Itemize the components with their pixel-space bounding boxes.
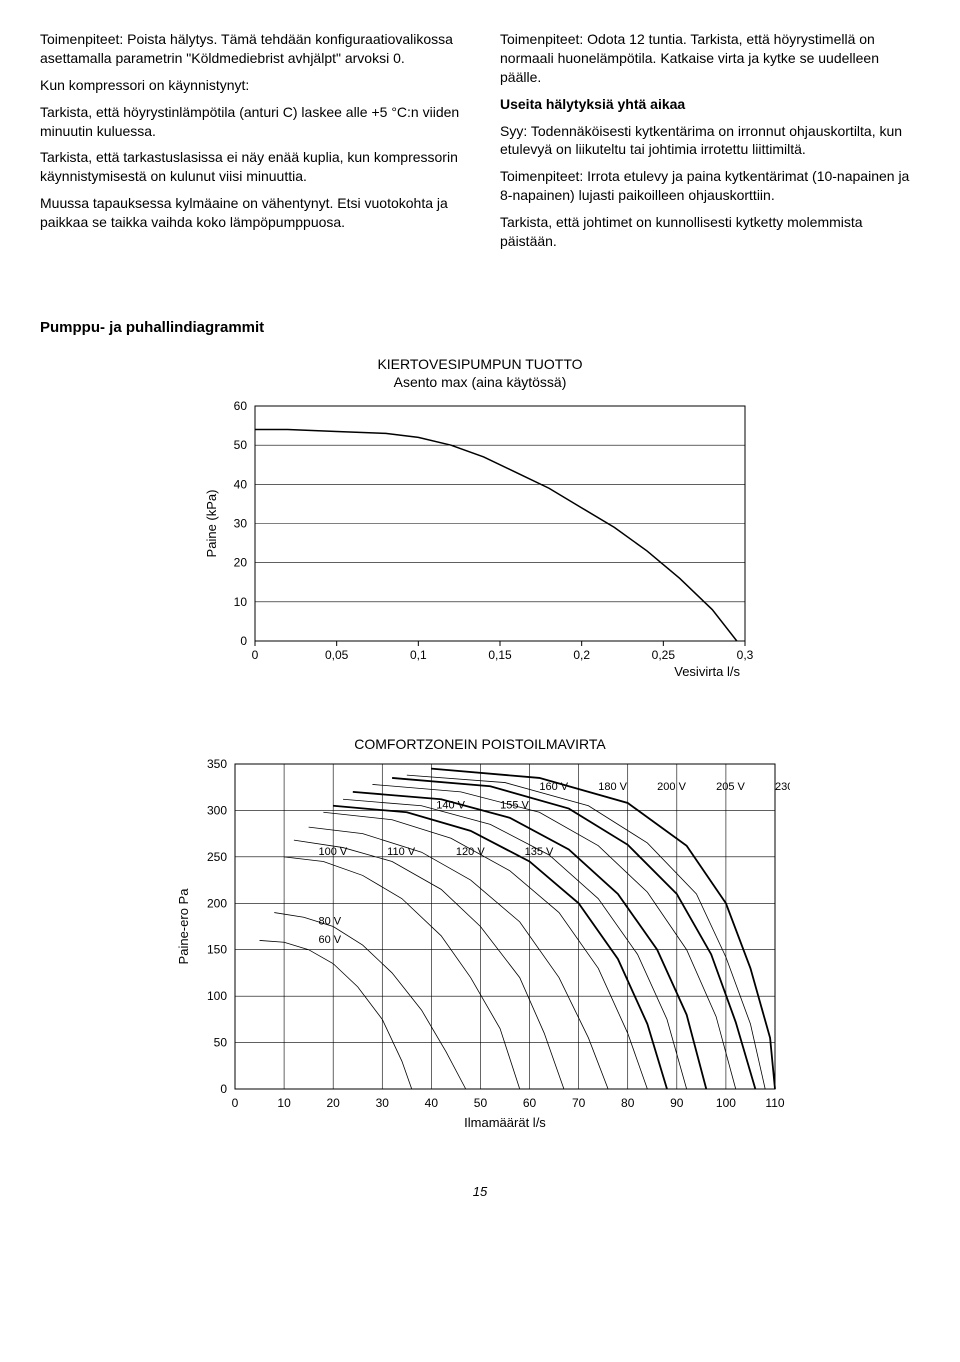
svg-text:180 V: 180 V [598,781,627,793]
svg-text:200: 200 [207,896,227,910]
svg-text:80: 80 [621,1096,635,1110]
para: Toimenpiteet: Irrota etulevy ja paina ky… [500,167,920,205]
svg-text:100: 100 [207,989,227,1003]
svg-text:90: 90 [670,1096,684,1110]
para: Tarkista, että tarkastuslasissa ei näy e… [40,148,460,186]
chart1-svg: 0 10 20 30 40 50 60 0 0,05 0,1 0,15 0,2 0,25 0,3 Vesiv… [200,396,760,686]
svg-text:0: 0 [232,1096,239,1110]
page-number: 15 [40,1184,920,1199]
svg-text:0,3: 0,3 [737,648,754,662]
right-column: Toimenpiteet: Odota 12 tuntia. Tarkista,… [500,30,920,259]
svg-text:Paine (kPa): Paine (kPa) [204,489,219,557]
svg-text:0: 0 [240,634,247,648]
svg-text:60 V: 60 V [318,934,341,946]
svg-text:50: 50 [234,438,248,452]
chart2-block: COMFORTZONEIN POISTOILMAVIRTA 0501001502… [40,736,920,1134]
svg-text:Ilmamäärät l/s: Ilmamäärät l/s [464,1115,546,1130]
svg-text:20: 20 [327,1096,341,1110]
chart1-title: KIERTOVESIPUMPUN TUOTTO [40,356,920,372]
svg-text:0,1: 0,1 [410,648,427,662]
svg-text:10: 10 [234,595,248,609]
svg-text:40: 40 [234,477,248,491]
svg-text:40: 40 [425,1096,439,1110]
svg-text:205 V: 205 V [716,781,745,793]
para: Toimenpiteet: Poista hälytys. Tämä tehdä… [40,30,460,68]
svg-text:135 V: 135 V [525,846,554,858]
svg-text:350: 350 [207,757,227,771]
para: Tarkista, että johtimet on kunnollisesti… [500,213,920,251]
svg-text:0: 0 [220,1082,227,1096]
svg-text:Paine-ero Pa: Paine-ero Pa [176,888,191,965]
svg-text:30: 30 [376,1096,390,1110]
svg-text:250: 250 [207,850,227,864]
left-column: Toimenpiteet: Poista hälytys. Tämä tehdä… [40,30,460,259]
svg-text:0,05: 0,05 [325,648,349,662]
svg-text:50: 50 [214,1035,228,1049]
para: Syy: Todennäköisesti kytkentärima on irr… [500,122,920,160]
svg-text:150: 150 [207,943,227,957]
para: Kun kompressori on käynnistynyt: [40,76,460,95]
chart1-block: KIERTOVESIPUMPUN TUOTTO Asento max (aina… [40,356,920,686]
svg-text:10: 10 [277,1096,291,1110]
svg-text:20: 20 [234,556,248,570]
svg-text:70: 70 [572,1096,586,1110]
diagrams-heading: Pumppu- ja puhallindiagrammit [40,319,920,336]
chart2-title: COMFORTZONEIN POISTOILMAVIRTA [40,736,920,752]
svg-text:200 V: 200 V [657,781,686,793]
svg-text:Vesivirta l/s: Vesivirta l/s [674,664,740,679]
svg-text:100: 100 [716,1096,736,1110]
svg-text:110: 110 [765,1096,784,1110]
svg-text:0: 0 [252,648,259,662]
chart2-svg: 0 50 100 150 200 250 300 350 0 10 20 30 40 50 60 70 80 90… [170,754,790,1134]
svg-text:80 V: 80 V [318,916,341,928]
svg-text:0,25: 0,25 [652,648,676,662]
svg-text:0,15: 0,15 [488,648,512,662]
svg-text:110 V: 110 V [387,846,416,858]
svg-text:50: 50 [474,1096,488,1110]
svg-text:0,2: 0,2 [573,648,590,662]
svg-text:120 V: 120 V [456,846,485,858]
subheading: Useita hälytyksiä yhtä aikaa [500,95,920,114]
svg-text:230 V: 230 V [775,781,790,793]
svg-text:60: 60 [234,399,248,413]
svg-text:60: 60 [523,1096,537,1110]
para: Tarkista, että höyrystinlämpötila (antur… [40,103,460,141]
svg-text:30: 30 [234,516,248,530]
chart1-subtitle: Asento max (aina käytössä) [40,374,920,390]
para: Muussa tapauksessa kylmäaine on vähentyn… [40,194,460,232]
para: Toimenpiteet: Odota 12 tuntia. Tarkista,… [500,30,920,87]
svg-text:300: 300 [207,803,227,817]
